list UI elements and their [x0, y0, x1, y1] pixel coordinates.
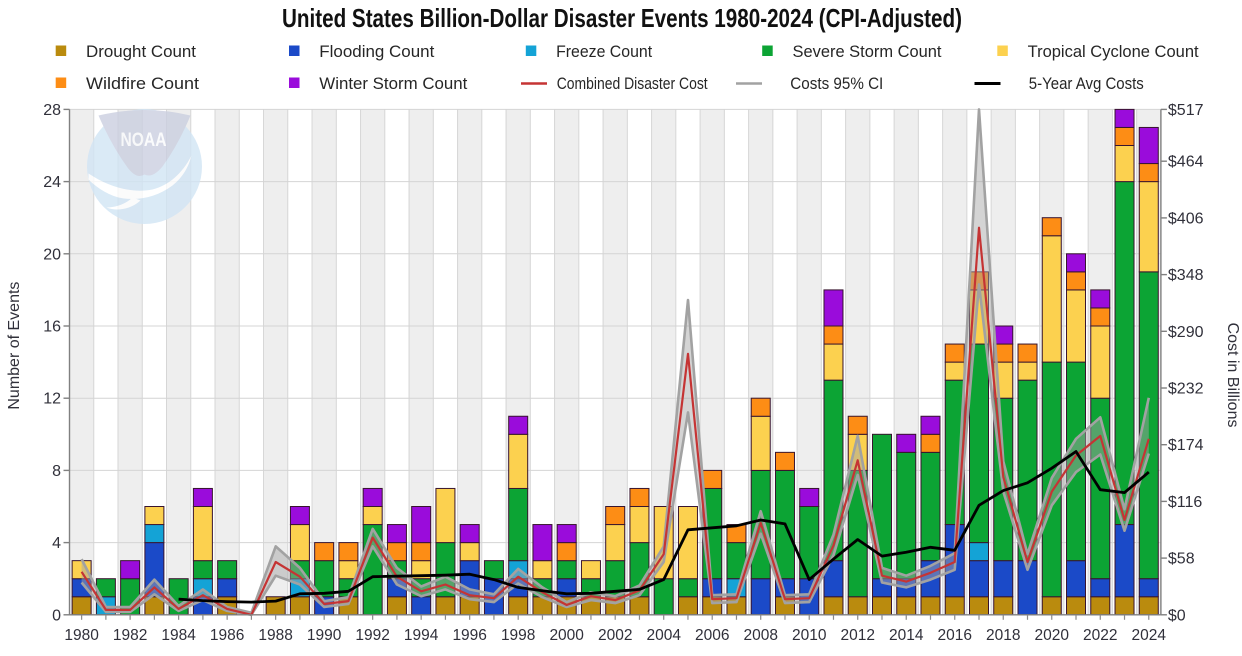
- svg-text:1988: 1988: [258, 627, 292, 644]
- svg-text:$174: $174: [1168, 437, 1204, 454]
- svg-text:1996: 1996: [452, 627, 486, 644]
- svg-text:12: 12: [43, 391, 61, 408]
- svg-text:2010: 2010: [792, 627, 827, 644]
- svg-text:1980: 1980: [64, 627, 99, 644]
- svg-text:2022: 2022: [1083, 627, 1117, 644]
- svg-text:Winter Storm Count: Winter Storm Count: [319, 74, 467, 93]
- svg-text:1982: 1982: [113, 627, 147, 644]
- svg-text:1986: 1986: [210, 627, 244, 644]
- svg-text:$0: $0: [1168, 607, 1186, 624]
- svg-text:2020: 2020: [1035, 627, 1070, 644]
- svg-text:Cost in Billions: Cost in Billions: [1224, 323, 1241, 428]
- svg-text:1984: 1984: [161, 627, 196, 644]
- svg-text:Wildfire Count: Wildfire Count: [86, 74, 199, 93]
- svg-text:1992: 1992: [355, 627, 389, 644]
- svg-text:16: 16: [43, 319, 61, 336]
- svg-text:$517: $517: [1168, 102, 1204, 119]
- svg-text:1998: 1998: [501, 627, 535, 644]
- svg-text:Freeze Count: Freeze Count: [556, 42, 652, 61]
- svg-text:2024: 2024: [1132, 627, 1167, 644]
- svg-text:$116: $116: [1168, 494, 1203, 511]
- svg-text:Drought Count: Drought Count: [86, 42, 196, 61]
- svg-text:2006: 2006: [695, 627, 729, 644]
- svg-text:$290: $290: [1168, 324, 1204, 341]
- svg-text:2012: 2012: [840, 627, 874, 644]
- svg-text:Number of Events: Number of Events: [6, 282, 23, 410]
- svg-text:24: 24: [43, 174, 61, 191]
- svg-text:Flooding Count: Flooding Count: [319, 42, 434, 61]
- svg-text:2002: 2002: [598, 627, 632, 644]
- svg-text:NOAA: NOAA: [121, 130, 167, 151]
- svg-text:2004: 2004: [646, 627, 681, 644]
- svg-text:$58: $58: [1168, 551, 1195, 568]
- svg-text:0: 0: [52, 607, 61, 624]
- svg-text:20: 20: [43, 246, 61, 263]
- svg-text:1990: 1990: [307, 627, 342, 644]
- svg-text:$464: $464: [1168, 154, 1204, 171]
- svg-text:4: 4: [52, 535, 61, 552]
- svg-text:$406: $406: [1168, 210, 1204, 227]
- svg-text:Severe Storm Count: Severe Storm Count: [793, 42, 942, 61]
- svg-text:8: 8: [52, 463, 61, 480]
- svg-text:2016: 2016: [938, 627, 972, 644]
- svg-text:$232: $232: [1168, 381, 1204, 398]
- svg-text:Costs 95% CI: Costs 95% CI: [790, 74, 883, 93]
- svg-text:$348: $348: [1168, 267, 1204, 284]
- svg-text:2008: 2008: [743, 627, 777, 644]
- svg-text:2000: 2000: [549, 627, 584, 644]
- svg-text:Combined Disaster Cost: Combined Disaster Cost: [557, 74, 708, 93]
- svg-text:Tropical Cyclone Count: Tropical Cyclone Count: [1028, 42, 1199, 61]
- svg-text:1994: 1994: [404, 627, 439, 644]
- svg-text:United States Billion-Dollar D: United States Billion-Dollar Disaster Ev…: [282, 3, 962, 33]
- svg-text:2014: 2014: [889, 627, 924, 644]
- svg-text:2018: 2018: [986, 627, 1020, 644]
- svg-text:5-Year Avg Costs: 5-Year Avg Costs: [1029, 74, 1144, 93]
- svg-text:28: 28: [43, 102, 61, 119]
